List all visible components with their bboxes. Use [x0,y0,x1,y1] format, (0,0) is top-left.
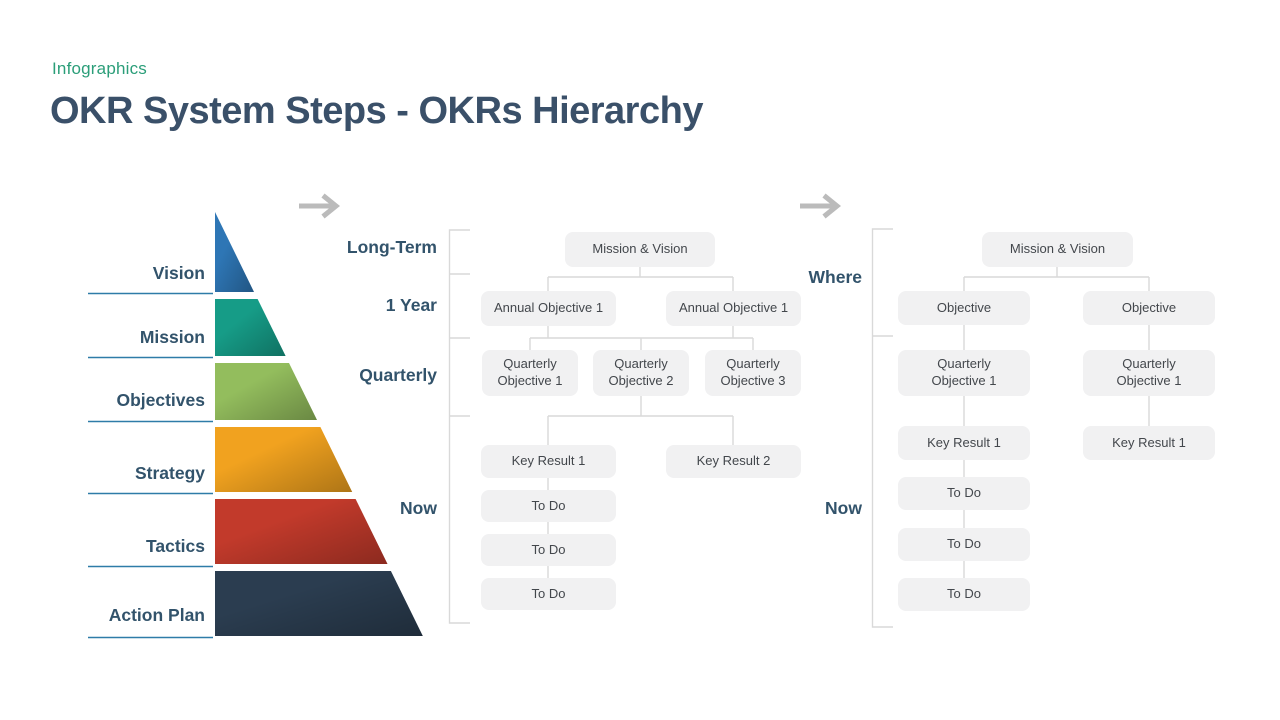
tree1-node-mission-vision: Mission & Vision [565,232,715,267]
tree1-node-annual-objective-2: Annual Objective 1 [666,291,801,326]
tree2-connectors [963,267,1150,578]
tree2-node-quarterly-objective-1: Quarterly Objective 1 [898,350,1030,396]
pyramid-label-tactics: Tactics [145,536,205,556]
pyramid-label-mission: Mission [139,327,205,347]
pyramid-level-strategy-shade [215,427,353,492]
timeline-label-1-year: 1 Year [385,295,437,315]
tree2-node-todo-1: To Do [898,477,1030,510]
tree2-node-objective-1: Objective [898,291,1030,325]
tree2-node-key-result-2: Key Result 1 [1083,426,1215,460]
tree2-node-mission-vision: Mission & Vision [982,232,1133,267]
tree2-node-quarterly-objective-1-label: Quarterly Objective 1 [931,356,997,388]
timeline-label-now-2: Now [825,498,862,518]
pyramid-level-objectives-shade [215,363,317,420]
pyramid-label-objectives: Objectives [116,390,205,410]
pyramid-label-action-plan: Action Plan [108,605,205,625]
timeline-label-long-term: Long-Term [346,237,437,257]
arrow-right-icon-1 [299,193,340,219]
arrow-right-icon-2 [800,193,841,219]
tree2-node-key-result-1: Key Result 1 [898,426,1030,460]
tree1-node-key-result-1: Key Result 1 [481,445,616,478]
pyramid-level-action-plan-shade [215,571,423,636]
page-title: OKR System Steps - OKRs Hierarchy [50,90,703,132]
tree1-node-key-result-2: Key Result 2 [666,445,801,478]
tree1-node-quarterly-objective-3: Quarterly Objective 3 [705,350,801,396]
pyramid-label-vision: Vision [152,263,205,283]
timeline-label-now: Now [400,498,437,518]
pyramid-level-vision-shade [215,212,254,292]
tree1-node-annual-objective-1: Annual Objective 1 [481,291,616,326]
pyramid-level-mission-shade [215,299,286,356]
tree2-node-objective-2: Objective [1083,291,1215,325]
pyramid-label-strategy: Strategy [134,463,205,483]
timeline-bracket-2 [871,228,893,628]
tree1-node-todo-3: To Do [481,578,616,610]
tree1-node-todo-1: To Do [481,490,616,522]
pyramid-label-underlines [88,292,213,639]
tree1-node-todo-2: To Do [481,534,616,566]
tree1-connectors [529,267,754,578]
tree1-node-quarterly-objective-2: Quarterly Objective 2 [593,350,689,396]
timeline-label-quarterly: Quarterly [359,365,437,385]
timeline-bracket-1 [448,229,470,624]
tree2-node-quarterly-objective-2-label: Quarterly Objective 1 [1116,356,1182,388]
tree1-node-quarterly-objective-1: Quarterly Objective 1 [482,350,578,396]
timeline-label-where: Where [808,267,862,287]
tree2-node-quarterly-objective-2: Quarterly Objective 1 [1083,350,1215,396]
tree2-node-todo-2: To Do [898,528,1030,561]
pyramid-level-tactics-shade [215,499,388,564]
tree2-node-todo-3: To Do [898,578,1030,611]
kicker-label: Infographics [52,59,148,78]
pyramid [215,212,423,636]
